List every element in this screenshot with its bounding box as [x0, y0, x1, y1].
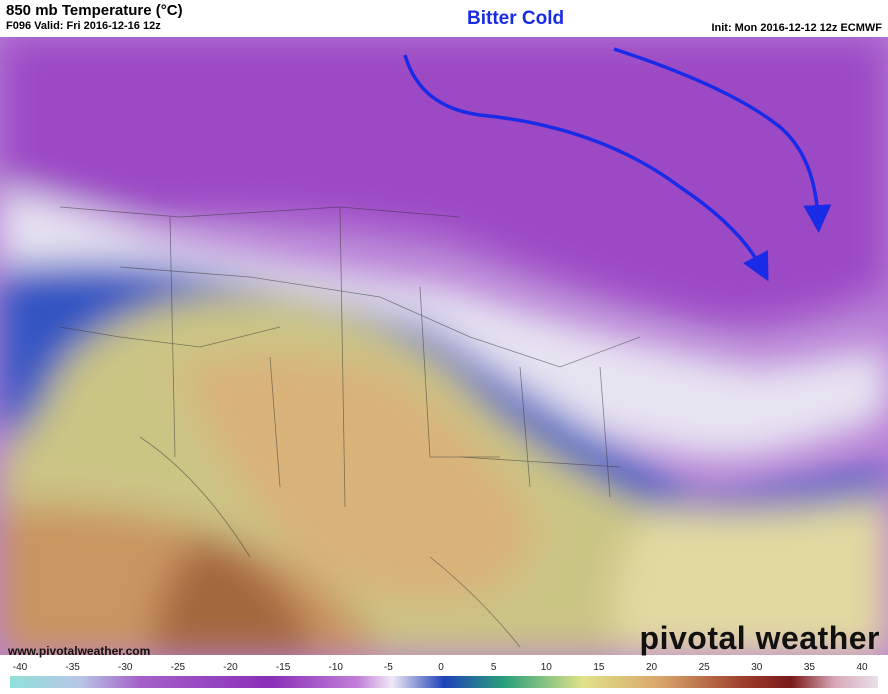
- colorbar-tick-label: -35: [65, 662, 80, 673]
- colorbar-tick-label: -20: [223, 662, 238, 673]
- brand-logo: pivotal weather: [639, 620, 880, 656]
- website: www.pivotalweather.com: [8, 644, 151, 658]
- temperature-map: [0, 37, 888, 655]
- colorbar: -40 -35 -30 -25 -20 -15 -10 -5 0 5 10 15 20 25 30 35 40: [10, 662, 878, 688]
- colorbar-tick-label: -25: [171, 662, 186, 673]
- colorbar-tick-label: 20: [646, 662, 658, 673]
- map-title: 850 mb Temperature (°C): [6, 2, 183, 19]
- colorbar-tick-label: -15: [276, 662, 291, 673]
- colorbar-tick-label: 30: [751, 662, 763, 673]
- colorbar-tick-label: -5: [384, 662, 393, 673]
- colorbar-tick-label: 40: [856, 662, 868, 673]
- colorbar-tick-label: 5: [491, 662, 497, 673]
- annotation: Bitter Cold: [467, 8, 565, 29]
- colorbar-tick-label: 25: [699, 662, 711, 673]
- init-time: Init: Mon 2016-12-12 12z ECMWF: [711, 22, 882, 34]
- colorbar-tick-label: -30: [118, 662, 133, 673]
- colorbar-tick-label: 35: [804, 662, 816, 673]
- valid-time: F096 Valid: Fri 2016-12-16 12z: [6, 20, 161, 32]
- colorbar-tick-label: 10: [541, 662, 553, 673]
- colorbar-tick-label: 15: [593, 662, 605, 673]
- colorbar-tick-label: -10: [329, 662, 344, 673]
- colorbar-tick-label: 0: [438, 662, 444, 673]
- colorbar-tick-label: -40: [13, 662, 28, 673]
- colorbar-strip: [10, 676, 878, 688]
